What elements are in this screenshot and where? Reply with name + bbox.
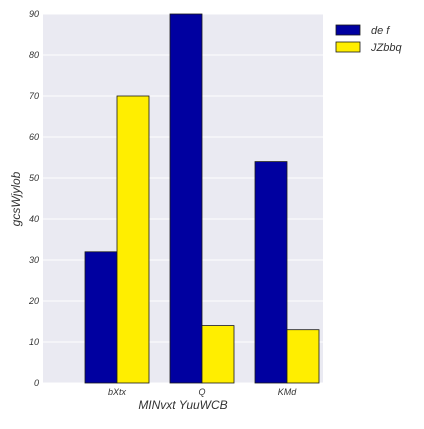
y-tick-label: 90 [29,9,39,19]
y-tick-label: 10 [29,337,39,347]
y-axis-ticks: 0 10 20 30 40 50 60 70 80 90 [28,9,39,388]
legend-label: JZbbq [370,42,402,54]
legend-swatch [335,24,361,36]
y-tick-label: 50 [29,173,39,183]
y-tick-label: 80 [29,50,39,60]
bar-JZbbq-Q [201,325,235,384]
y-tick-label: 20 [28,296,39,306]
x-tick-label: KMd [278,387,298,397]
y-tick-label: 30 [29,255,39,265]
y-tick-label: 60 [29,132,39,142]
legend-swatch [335,41,361,53]
x-tick-label: Q [198,387,205,397]
y-tick-label: 70 [29,91,39,101]
y-tick-label: 0 [34,378,39,388]
bar-de-f-Q [169,13,203,384]
bar-JZbbq-KMd [286,329,320,384]
bar-JZbbq-bXtx [116,95,150,384]
x-axis-ticks: bXtx Q KMd [108,387,297,397]
x-tick-label: bXtx [108,387,127,397]
bar-de-f-bXtx [84,251,118,384]
x-axis-label: MINvxt YuuWCB [138,398,227,412]
y-axis-label: gcsWjylob [9,171,23,226]
legend-label: de f [371,25,390,37]
bars [84,13,320,384]
legend: de f JZbbq [335,24,402,54]
y-tick-label: 40 [29,214,39,224]
bar-de-f-KMd [254,161,288,384]
